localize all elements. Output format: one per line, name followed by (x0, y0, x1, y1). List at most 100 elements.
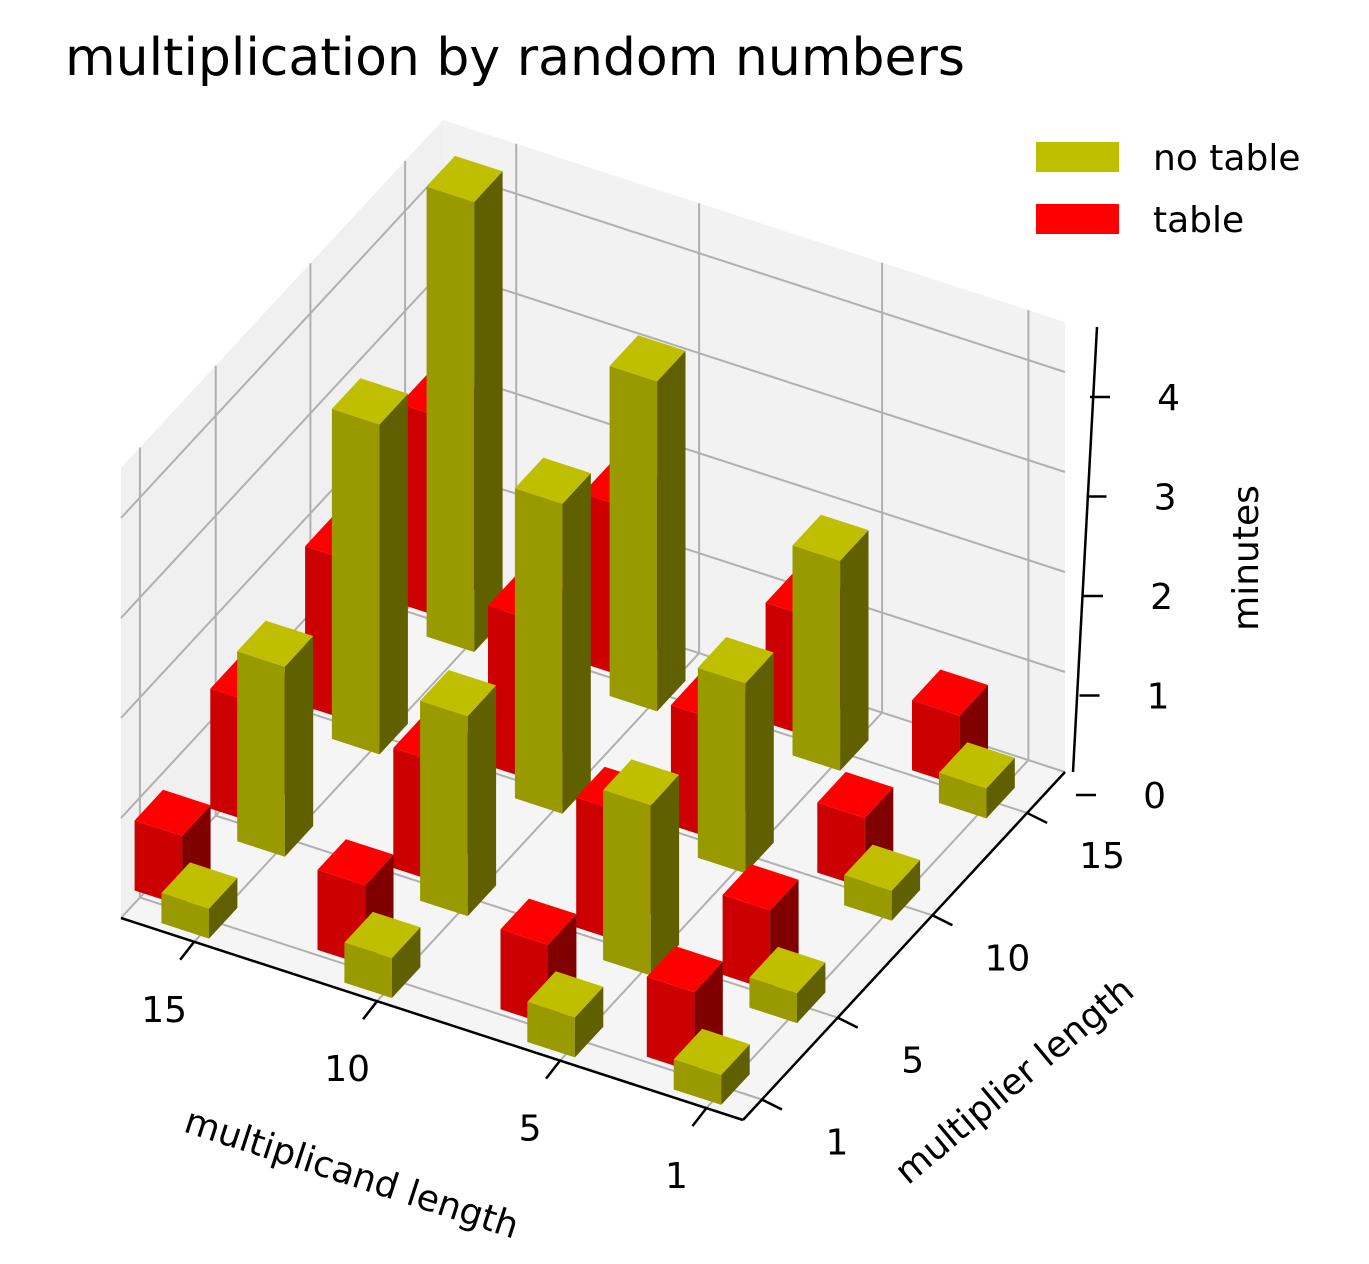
bar-side-face (657, 350, 686, 712)
bar-no-table (420, 670, 497, 917)
bar-top-face (426, 155, 503, 202)
bar-no-table (527, 971, 604, 1058)
bar-top-face (938, 742, 1015, 789)
y-tick-mark (1026, 811, 1048, 825)
legend: no table table (1036, 138, 1300, 241)
bar-side-face (574, 986, 604, 1058)
bar-front-face (938, 772, 987, 819)
legend-swatch (1036, 204, 1119, 234)
bar-front-face (749, 977, 797, 1024)
z-axis-label: minutes (1226, 485, 1267, 631)
bar-top-face (609, 335, 686, 382)
bar-no-table (844, 844, 921, 921)
y-tick-mark (931, 914, 953, 927)
bar-no-table (344, 911, 421, 998)
y-tick-mark (761, 1098, 783, 1111)
bar-top-face (697, 637, 774, 684)
bar-table (722, 864, 799, 991)
bar-top-face (134, 789, 211, 836)
x-axis-label: multiplicand length (179, 1101, 523, 1248)
bar-front-face (527, 1002, 575, 1058)
bar-top-face (673, 1028, 750, 1075)
z-tick-label: 4 (1157, 378, 1180, 419)
bar-no-table (514, 457, 591, 814)
bar-no-table (938, 742, 1015, 819)
bar-front-face (420, 700, 468, 917)
bar-top-face (317, 839, 394, 886)
bar-top-face (792, 514, 869, 561)
x-tick-mark (362, 1000, 379, 1020)
x-tick-label: 1 (665, 1156, 688, 1197)
y-tick-mark (837, 1016, 859, 1029)
left-pane (121, 120, 443, 918)
bar-top-face (237, 620, 314, 667)
bar-side-face (284, 636, 314, 857)
bar-top-face (912, 669, 988, 716)
bar-top-face (420, 670, 497, 717)
bar-side-face (391, 927, 421, 998)
bar-side-face (797, 962, 826, 1024)
z-tick-label: 2 (1150, 577, 1173, 618)
x-tick-mark (691, 1107, 708, 1127)
bar-front-face (331, 408, 380, 755)
bar-top-face (749, 946, 826, 994)
bar-front-face (609, 366, 658, 712)
bar-front-face (722, 894, 771, 991)
bar-front-face (697, 667, 746, 874)
y-tick-label: 5 (901, 1041, 924, 1082)
legend-swatch (1036, 142, 1119, 172)
bar-side-face (745, 652, 774, 874)
bar-front-face (673, 1059, 722, 1105)
bar-top-face (514, 457, 591, 504)
bar-top-face (527, 971, 604, 1018)
bar-top-face (331, 378, 408, 425)
bars (134, 155, 1015, 1105)
y-axis-line (742, 771, 1066, 1121)
bar-side-face (379, 393, 408, 755)
bar-side-face (209, 877, 238, 939)
legend-label: no table (1153, 138, 1300, 179)
bar-top-face (722, 864, 799, 911)
x-tick-label: 5 (519, 1109, 542, 1150)
bar-top-face (646, 946, 723, 993)
bar-front-face (646, 976, 695, 1073)
x-tick-mark (179, 940, 196, 961)
x-axis-line (120, 916, 744, 1122)
bar-side-face (650, 774, 680, 976)
bar-table (317, 839, 394, 966)
x-tick-mark (545, 1059, 562, 1080)
bar-top-face (817, 771, 894, 818)
y-tick-label: 1 (825, 1123, 848, 1164)
bar-front-face (161, 893, 209, 939)
x-tick-label: 15 (141, 990, 187, 1031)
bar-no-table (792, 514, 869, 771)
bar-top-face (844, 844, 921, 891)
bar-top-face (161, 862, 238, 909)
z-axis-line (1071, 326, 1099, 773)
bar-no-table (331, 378, 408, 755)
axis-lines (120, 326, 1099, 1122)
bar-top-face (500, 898, 577, 945)
y-axis-label: multiplier length (887, 970, 1142, 1193)
bar-side-face (562, 473, 591, 814)
bar-front-face (844, 875, 892, 921)
bar-side-face (986, 757, 1015, 819)
z-tick-label: 1 (1147, 677, 1170, 718)
bar-no-table (603, 759, 680, 976)
z-tick-label: 0 (1143, 776, 1166, 817)
bar-front-face (344, 942, 392, 998)
bar-side-face (474, 171, 503, 653)
chart-title: multiplication by random numbers (65, 28, 965, 88)
x-tick-label: 10 (324, 1049, 370, 1090)
bar-front-face (514, 488, 563, 814)
bar-no-table (609, 335, 686, 712)
y-tick-label: 15 (1079, 836, 1125, 877)
bar-no-table (426, 155, 503, 653)
bar-no-table (697, 637, 774, 874)
bar-top-face (603, 759, 680, 806)
bar-no-table (161, 862, 238, 939)
bar-front-face (426, 186, 475, 652)
bar-front-face (603, 790, 651, 976)
bar-side-face (721, 1044, 750, 1105)
